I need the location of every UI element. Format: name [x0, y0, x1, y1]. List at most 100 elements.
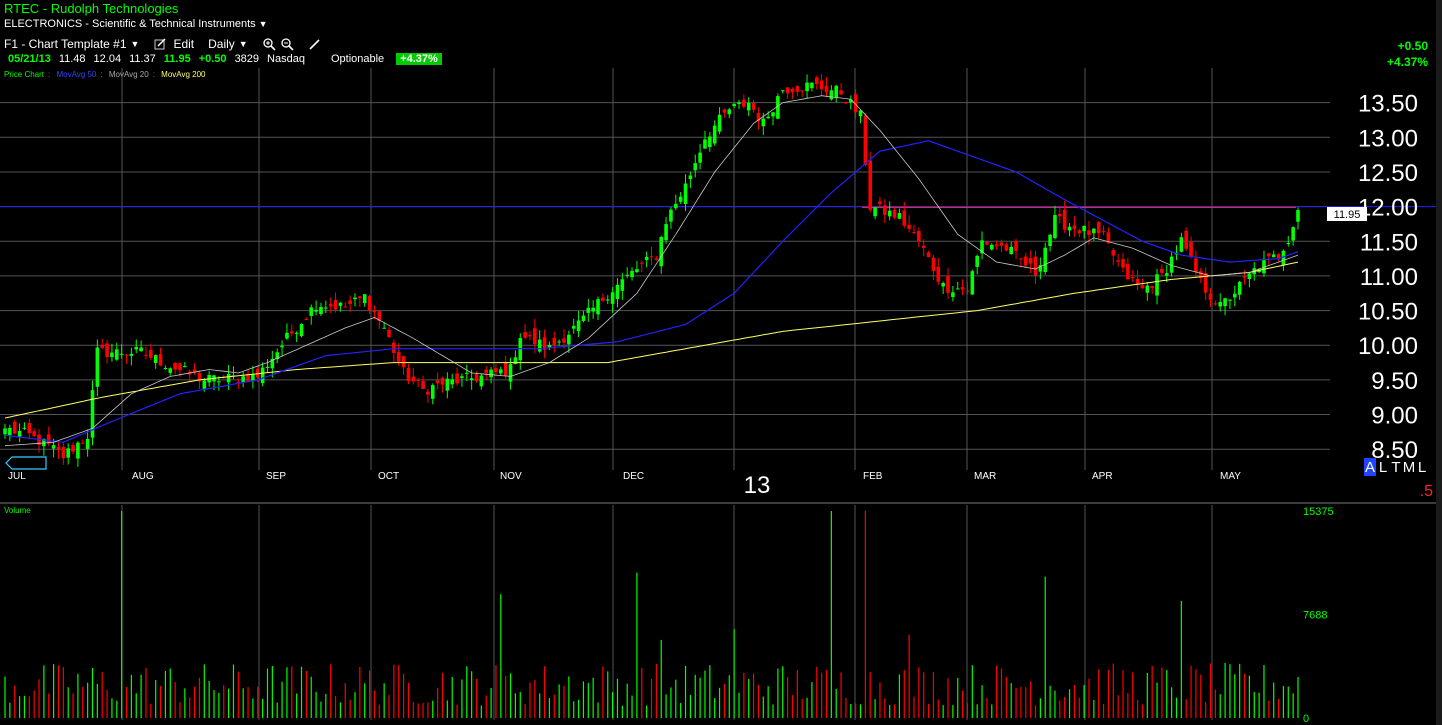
- candle-body: [153, 355, 158, 363]
- mode-button[interactable]: T: [1391, 459, 1400, 476]
- candle-body: [897, 213, 902, 219]
- candle-body: [771, 112, 775, 117]
- candle-body: [119, 353, 124, 355]
- candle-body: [416, 379, 420, 381]
- candle-body: [960, 287, 965, 290]
- candle-body: [324, 307, 328, 309]
- candle-body: [552, 337, 557, 346]
- candle-body: [1169, 256, 1174, 273]
- volume-bars: [4, 511, 1299, 718]
- template-dropdown[interactable]: F1 - Chart Template #1 ▼: [4, 37, 139, 51]
- legend-ma50[interactable]: MovAvg 50: [56, 70, 97, 79]
- draw-tool-button[interactable]: [308, 37, 322, 51]
- year-label: 13: [744, 472, 771, 499]
- candle-body: [1291, 227, 1295, 241]
- candle-body: [839, 90, 843, 95]
- candle-body: [494, 368, 498, 373]
- candle-body: [576, 320, 581, 332]
- mode-button[interactable]: L: [1418, 459, 1426, 476]
- candle-body: [858, 110, 863, 117]
- candle-body: [717, 114, 722, 132]
- candle-body: [377, 311, 382, 321]
- edit-icon: [154, 38, 166, 50]
- candle-body: [1058, 213, 1062, 217]
- candle-body: [819, 80, 824, 90]
- scroll-left-button[interactable]: [5, 456, 47, 470]
- candle-body: [620, 279, 625, 291]
- candle-body: [1028, 258, 1033, 264]
- candle-body: [474, 374, 479, 382]
- candle-body: [435, 380, 440, 384]
- candle-body: [907, 224, 911, 229]
- candle-body: [883, 205, 887, 215]
- legend-ma20[interactable]: MovAvg 20: [108, 70, 149, 79]
- candle-body: [1067, 226, 1072, 231]
- candle-body: [917, 231, 921, 241]
- candle-body: [90, 390, 95, 438]
- candle-body: [275, 352, 280, 360]
- candle-body: [557, 341, 561, 343]
- candle-body: [314, 309, 318, 312]
- mode-button[interactable]: A: [1365, 459, 1375, 476]
- vertical-scrollbar[interactable]: [1436, 0, 1442, 725]
- candle-body: [1014, 241, 1018, 251]
- candle-body: [183, 366, 187, 368]
- candle-body: [479, 375, 484, 387]
- candle-body: [508, 364, 513, 382]
- candle-body: [42, 438, 46, 447]
- x-tick-label: SEP: [266, 471, 286, 482]
- optionable-label: Optionable: [330, 53, 385, 65]
- period-dropdown[interactable]: Daily ▼: [208, 37, 248, 51]
- candle-body: [921, 245, 926, 248]
- candle-body: [814, 77, 819, 84]
- candle-body: [1043, 247, 1048, 272]
- candle-body: [591, 307, 595, 312]
- candle-body: [625, 274, 629, 276]
- zoom-in-button[interactable]: [262, 37, 276, 51]
- candle-body: [980, 240, 984, 254]
- candle-body: [241, 376, 245, 383]
- candle-body: [1271, 254, 1276, 258]
- candle-body: [615, 284, 620, 300]
- sector-selector[interactable]: ELECTRONICS - Scientific & Technical Ins…: [4, 18, 268, 30]
- candle-body: [926, 252, 931, 258]
- candle-body: [1203, 273, 1208, 293]
- volume-tick-label: 7688: [1303, 609, 1327, 621]
- candle-body: [902, 210, 907, 226]
- candle-body: [299, 324, 304, 337]
- legend-price[interactable]: Price Chart: [4, 70, 45, 79]
- candle-body: [1096, 221, 1101, 234]
- candle-body: [873, 207, 877, 217]
- period-label: Daily: [208, 37, 235, 51]
- candle-body: [955, 288, 960, 290]
- mode-button[interactable]: L: [1379, 459, 1387, 476]
- candle-body: [989, 244, 994, 250]
- candle-body: [178, 363, 182, 370]
- candle-body: [887, 210, 892, 217]
- candle-body: [649, 256, 654, 258]
- candle-body: [1198, 271, 1203, 279]
- zoom-out-button[interactable]: [280, 37, 294, 51]
- pencil-icon: [309, 39, 320, 50]
- arrow-left-icon: [5, 456, 47, 470]
- candle-body: [319, 306, 323, 315]
- legend-ma200[interactable]: MovAvg 200: [161, 70, 206, 79]
- candle-body: [85, 438, 90, 449]
- candle-body: [766, 116, 770, 119]
- quote-line: 05/21/13 11.48 12.04 11.37 11.95 +0.50 3…: [8, 53, 450, 65]
- candle-body: [664, 224, 668, 241]
- current-price-marker: 11.95: [1327, 207, 1367, 221]
- legend-sep: :: [152, 70, 155, 79]
- candle-body: [829, 90, 834, 100]
- ma20-line: [4, 95, 1299, 447]
- candle-body: [528, 335, 532, 337]
- symbol-title[interactable]: RTEC - Rudolph Technologies: [4, 1, 179, 16]
- candle-body: [139, 347, 143, 352]
- mode-button[interactable]: M: [1403, 459, 1416, 476]
- quote-open: 11.48: [58, 53, 86, 65]
- edit-button[interactable]: Edit: [153, 37, 194, 51]
- candle-body: [708, 136, 712, 148]
- candle-body: [1087, 230, 1091, 236]
